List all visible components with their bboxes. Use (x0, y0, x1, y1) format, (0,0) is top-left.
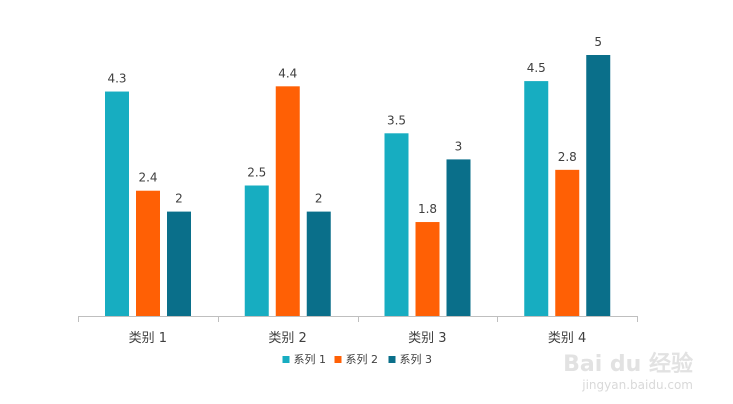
bar-2-4 (555, 169, 580, 316)
bar-3-3 (446, 159, 471, 316)
watermark: Bai du 经验 jingyan.baidu.com (563, 352, 693, 392)
data-label-2-3: 1.8 (418, 202, 437, 216)
legend-label-1: 系列 1 (294, 352, 327, 366)
data-label-3-1: 2 (175, 192, 183, 206)
watermark-url: jingyan.baidu.com (582, 378, 693, 392)
bar-2-3 (415, 222, 440, 316)
data-label-1-1: 4.3 (107, 72, 126, 86)
data-label-1-4: 4.5 (527, 61, 546, 75)
legend-swatch-2 (334, 356, 342, 363)
data-label-2-2: 4.4 (278, 66, 297, 80)
category-label-2: 类别 2 (268, 331, 306, 346)
bar-1-3 (384, 133, 409, 316)
legend-swatch-1 (282, 356, 290, 363)
bar-3-2 (306, 211, 331, 316)
bars-group (105, 55, 611, 316)
legend-swatch-3 (388, 356, 396, 363)
x-axis-ticks (78, 316, 638, 322)
legend: 系列 1 系列 2 系列 3 (282, 352, 433, 366)
category-label-1: 类别 1 (129, 331, 167, 346)
bar-1-2 (244, 185, 269, 316)
data-label-3-2: 2 (315, 192, 323, 206)
legend-label-2: 系列 2 (346, 352, 379, 366)
bar-3-1 (167, 211, 191, 316)
category-label-4: 类别 4 (548, 331, 586, 346)
bar-1-4 (524, 81, 549, 316)
bar-1-1 (105, 91, 129, 316)
data-label-3-4: 5 (594, 35, 602, 49)
data-label-2-1: 2.4 (138, 171, 157, 185)
data-label-1-2: 2.5 (247, 166, 266, 180)
data-label-1-3: 3.5 (387, 113, 406, 127)
data-labels-group: 4.3 2.4 2 2.5 4.4 2 3.5 1.8 3 4.5 2.8 5 (107, 35, 602, 216)
category-label-3: 类别 3 (408, 331, 446, 346)
category-labels: 类别 1 类别 2 类别 3 类别 4 (129, 331, 587, 346)
bar-3-4 (586, 55, 611, 316)
data-label-2-4: 2.8 (558, 150, 577, 164)
bar-2-2 (275, 86, 300, 316)
watermark-logo-text: Bai du 经验 (563, 352, 693, 377)
data-label-3-3: 3 (455, 139, 463, 153)
bar-2-1 (136, 190, 160, 316)
legend-label-3: 系列 3 (400, 352, 433, 366)
